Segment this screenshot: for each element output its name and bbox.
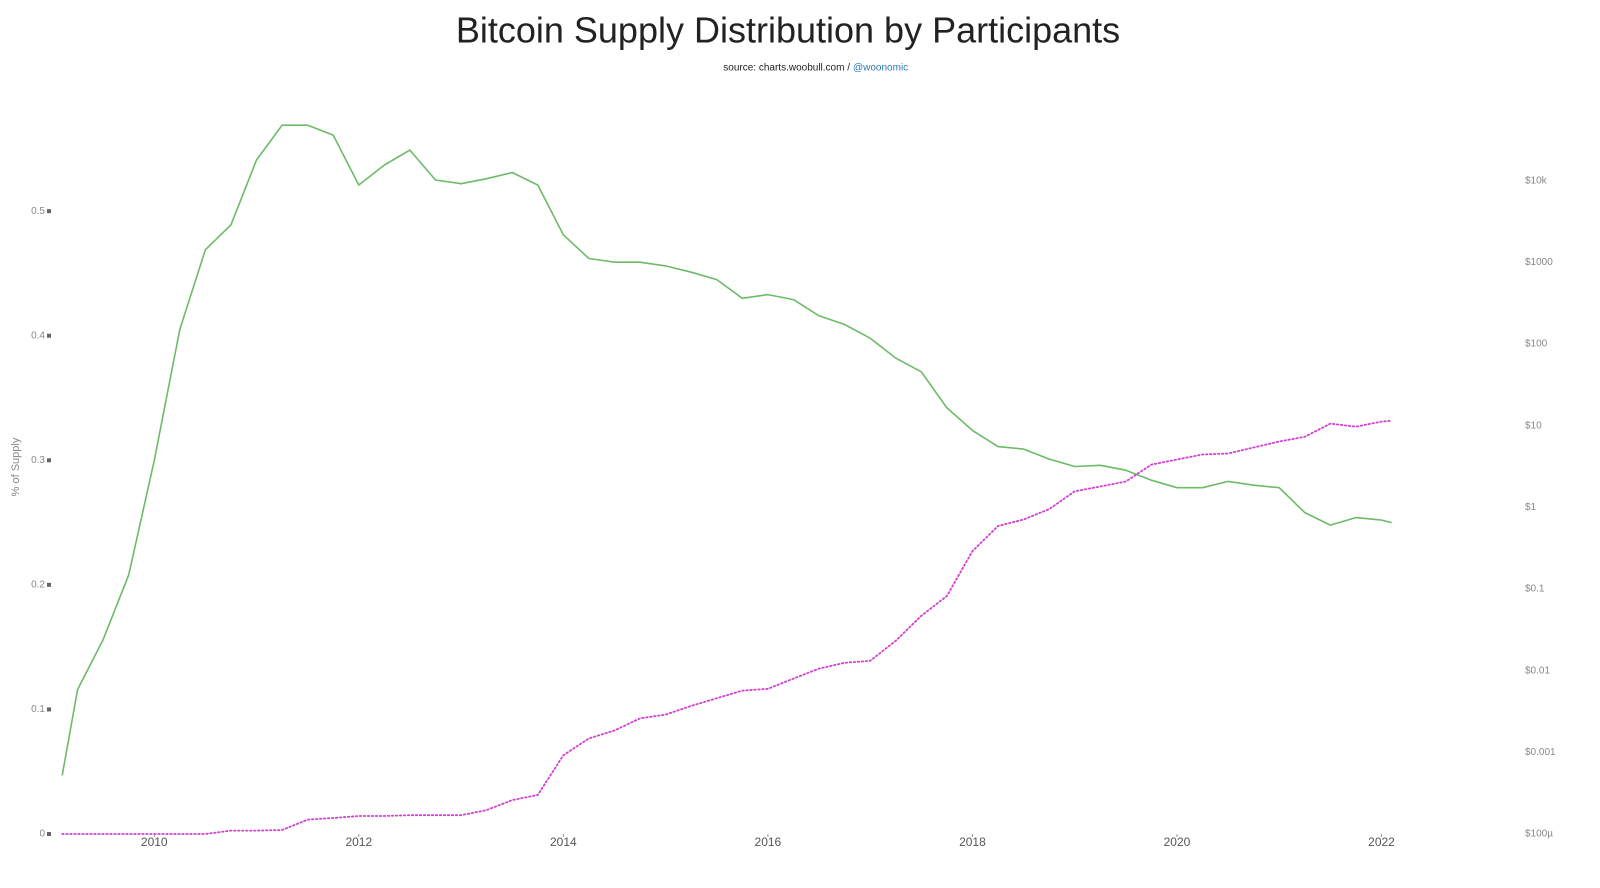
y-axis-label: % of Supply (10, 437, 22, 496)
y2-tick-label: $1 (1525, 502, 1537, 513)
x-tick-label: 2022 (1368, 835, 1395, 849)
subtitle-link[interactable]: @woonomic (853, 63, 908, 74)
y2-tick-label: $100µ (1525, 829, 1553, 840)
x-tick-label: 2020 (1164, 835, 1191, 849)
y-tick-mark (47, 582, 51, 587)
x-tick-mark (1176, 834, 1178, 837)
y-tick-mark (47, 333, 51, 338)
x-tick-label: 2012 (345, 835, 372, 849)
y-tick-label: 0.2 (31, 579, 45, 590)
y-tick-mark (47, 832, 51, 836)
x-tick-mark (1381, 834, 1383, 837)
y-tick-label: 0.3 (31, 455, 45, 466)
y2-tick-label: $0.01 (1525, 665, 1550, 676)
chart-title: Bitcoin Supply Distribution by Participa… (456, 10, 1120, 51)
supply-line (61, 124, 1392, 776)
x-tick-mark (767, 834, 769, 837)
x-tick-mark (971, 834, 973, 837)
x-tick-mark (562, 834, 564, 837)
x-tick-mark (358, 834, 360, 837)
y-tick-label: 0.1 (31, 704, 45, 715)
y-tick-label: 0.4 (31, 330, 45, 341)
x-tick-label: 2010 (141, 835, 168, 849)
price-line (61, 419, 1393, 835)
x-tick-label: 2016 (755, 835, 782, 849)
y-tick-mark (47, 458, 51, 463)
y-tick-label: 0.5 (31, 206, 45, 217)
y2-tick-label: $100 (1525, 339, 1548, 350)
y2-tick-label: $1000 (1525, 257, 1553, 268)
y-tick-mark (47, 707, 51, 712)
x-tick-label: 2018 (959, 835, 986, 849)
y2-tick-label: $10k (1525, 175, 1548, 186)
y2-tick-label: $0.1 (1525, 584, 1545, 595)
x-tick-mark (153, 834, 155, 837)
y2-tick-label: $0.001 (1525, 747, 1556, 758)
y-tick-label: 0 (39, 829, 45, 840)
y2-tick-label: $10 (1525, 420, 1542, 431)
chart-subtitle: source: charts.woobull.com / (723, 63, 850, 74)
y-tick-mark (47, 209, 51, 214)
x-tick-label: 2014 (550, 835, 577, 849)
